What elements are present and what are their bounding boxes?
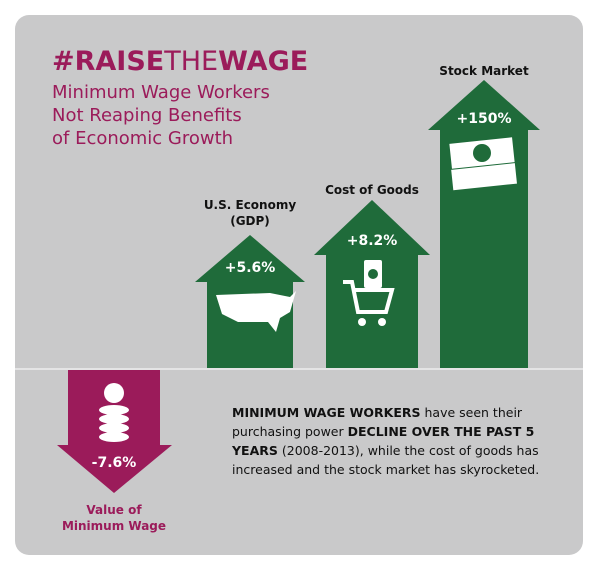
- arrow-label: Stock Market: [439, 64, 529, 78]
- hashtag-part: THE: [163, 46, 218, 77]
- arrow-value: -7.6%: [92, 455, 137, 471]
- arrow-label: Value of: [86, 503, 142, 517]
- paragraph-segment: DECLINE OVER THE PAST 5 YEARS: [232, 424, 535, 458]
- hashtag-part: #RAISE: [52, 46, 164, 77]
- arrow-label: Minimum Wage: [62, 519, 166, 533]
- arrow-value: +5.6%: [225, 260, 276, 276]
- subtitle: Minimum Wage Workers: [52, 82, 270, 103]
- subtitle: Not Reaping Benefits: [52, 105, 242, 126]
- coins-icon: [99, 383, 129, 442]
- subtitle: of Economic Growth: [52, 128, 233, 149]
- us-map-icon: [216, 291, 296, 332]
- hashtag-title: #RAISETHEWAGE: [52, 46, 308, 77]
- hashtag-part: WAGE: [218, 46, 308, 77]
- arrow-value: +8.2%: [347, 233, 398, 249]
- paragraph-segment: (2008-2013), while the cost of goods has…: [232, 443, 540, 477]
- paragraph-segment: MINIMUM WAGE WORKERS: [232, 405, 421, 420]
- paragraph-segment: have seen their purchasing power: [232, 405, 523, 439]
- description: MINIMUM WAGE WORKERS have seen their pur…: [232, 403, 562, 479]
- arrow-label: (GDP): [230, 214, 270, 228]
- cart-icon: [343, 260, 395, 326]
- arrow-label: Cost of Goods: [325, 183, 419, 197]
- arrow-value: +150%: [457, 111, 512, 127]
- arrow-label: U.S. Economy: [204, 198, 297, 212]
- money-stack-icon: [448, 136, 517, 191]
